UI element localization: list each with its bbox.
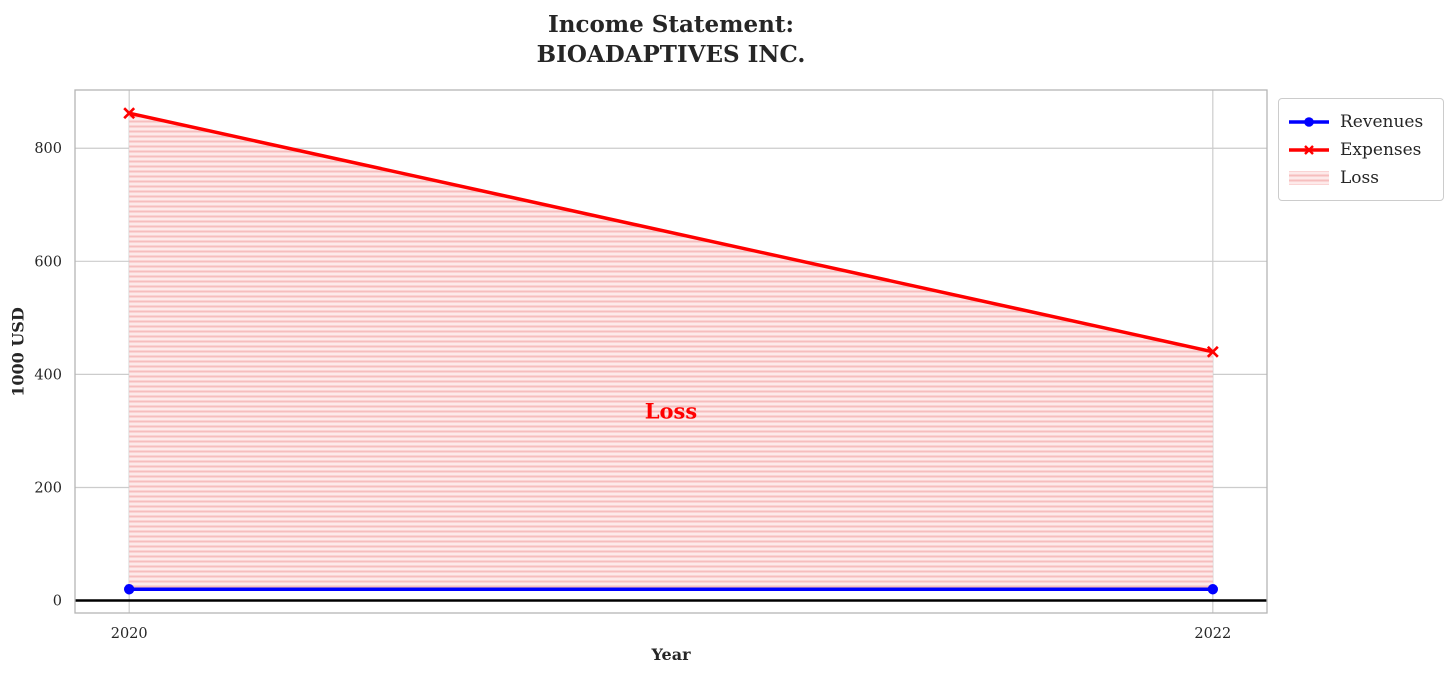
- y-tick-label: 400: [34, 367, 62, 383]
- loss-annotation: Loss: [644, 398, 698, 424]
- legend-label-expenses: Expenses: [1340, 139, 1422, 160]
- x-tick-label: 2022: [1194, 626, 1231, 642]
- y-tick-label: 600: [34, 254, 62, 270]
- legend-label-revenues: Revenues: [1340, 111, 1424, 132]
- expenses-marker: [1206, 345, 1219, 358]
- y-tick-label: 0: [53, 594, 62, 610]
- revenues-marker: [123, 584, 135, 595]
- legend-item-loss: Loss: [1288, 164, 1433, 192]
- chart-title: Income Statement: BIOADAPTIVES INC.: [536, 11, 806, 68]
- y-tick-label: 800: [34, 141, 62, 157]
- plot-border: [74, 89, 1268, 614]
- loss-area: [129, 113, 1213, 590]
- y-axis-label: 1000 USD: [8, 307, 28, 397]
- revenues-line-marker-icon: [1288, 113, 1330, 131]
- legend-item-revenues: Revenues: [1288, 108, 1433, 136]
- x-tick-label: 2020: [111, 626, 148, 642]
- expenses-line-marker-icon: [1288, 141, 1330, 159]
- revenues-marker: [1207, 584, 1219, 595]
- loss-patch-icon: [1288, 169, 1330, 187]
- legend: Revenues Expenses Loss: [1278, 98, 1444, 201]
- x-axis-label: Year: [651, 645, 691, 664]
- y-tick-label: 200: [34, 480, 62, 496]
- legend-label-loss: Loss: [1340, 167, 1379, 188]
- expenses-marker: [123, 107, 136, 120]
- legend-item-expenses: Expenses: [1288, 136, 1433, 164]
- expenses-line: [128, 111, 1214, 354]
